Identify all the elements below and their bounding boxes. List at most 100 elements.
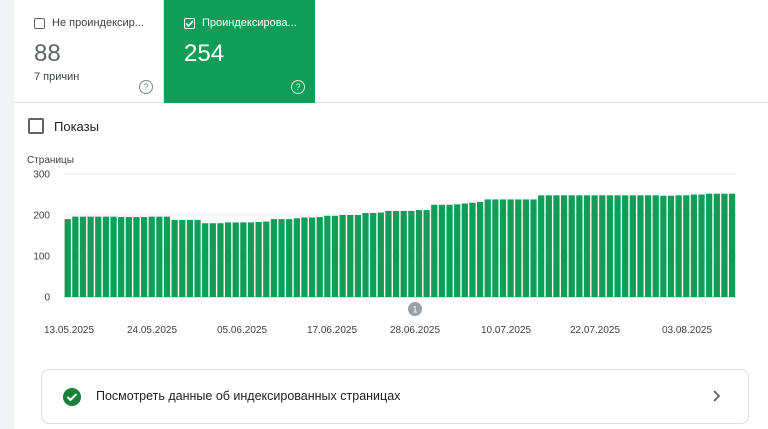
bar[interactable] (454, 204, 461, 297)
view-indexed-pages-link[interactable]: Посмотреть данные об индексированных стр… (41, 369, 749, 424)
bar[interactable] (568, 195, 575, 297)
annotation-marker[interactable]: 1 (408, 302, 422, 316)
bar[interactable] (446, 204, 453, 297)
bar[interactable] (438, 204, 446, 297)
bar[interactable] (408, 210, 415, 297)
bar[interactable] (72, 216, 79, 297)
bar[interactable] (125, 217, 132, 297)
bar[interactable] (652, 195, 659, 297)
bar[interactable] (79, 216, 87, 297)
bar[interactable] (316, 217, 323, 297)
bar[interactable] (202, 223, 209, 297)
bar[interactable] (675, 195, 682, 297)
bar[interactable] (507, 199, 514, 297)
bar[interactable] (293, 218, 300, 297)
bar[interactable] (606, 195, 614, 297)
bar[interactable] (209, 223, 216, 297)
bar[interactable] (140, 217, 148, 297)
bar[interactable] (286, 219, 293, 297)
bar[interactable] (354, 215, 362, 297)
bar[interactable] (683, 195, 690, 297)
help-icon[interactable]: ? (291, 80, 305, 94)
bar[interactable] (133, 217, 140, 297)
bar[interactable] (476, 201, 484, 297)
bar[interactable] (667, 195, 675, 297)
bar[interactable] (64, 219, 71, 297)
bar[interactable] (194, 219, 201, 297)
bar[interactable] (331, 215, 339, 297)
bar[interactable] (492, 199, 499, 297)
bar[interactable] (270, 219, 278, 297)
bar[interactable] (637, 195, 644, 297)
bar[interactable] (706, 193, 713, 297)
bar[interactable] (469, 202, 476, 297)
bar[interactable] (148, 216, 155, 297)
bar[interactable] (530, 199, 537, 297)
bar[interactable] (515, 199, 522, 297)
bar[interactable] (553, 195, 560, 297)
bar[interactable] (385, 210, 392, 297)
bar[interactable] (301, 217, 308, 297)
bar[interactable] (171, 219, 178, 297)
bar[interactable] (263, 221, 270, 297)
bar[interactable] (240, 222, 247, 297)
shows-checkbox[interactable] (28, 118, 44, 134)
bar[interactable] (247, 222, 255, 297)
bar[interactable] (415, 210, 423, 297)
bar[interactable] (347, 215, 354, 297)
bar[interactable] (538, 195, 545, 297)
bar[interactable] (431, 204, 438, 297)
not-indexed-tile[interactable]: Не проиндексир... 88 7 причин ? (14, 0, 164, 103)
bar[interactable] (377, 212, 384, 297)
bar[interactable] (339, 215, 346, 297)
bar[interactable] (721, 193, 728, 297)
not-indexed-checkbox[interactable] (34, 18, 45, 29)
bar[interactable] (461, 203, 468, 297)
bar[interactable] (499, 199, 507, 297)
bar[interactable] (186, 219, 194, 297)
help-icon[interactable]: ? (139, 80, 153, 94)
bar[interactable] (713, 193, 720, 297)
indexed-label: Проиндексирова... (202, 17, 297, 29)
bar[interactable] (545, 195, 552, 297)
bar[interactable] (423, 210, 430, 297)
bar[interactable] (614, 195, 621, 297)
bar[interactable] (362, 212, 369, 297)
bar[interactable] (217, 223, 224, 297)
indexed-tile[interactable]: Проиндексирова... 254 ? (164, 0, 315, 103)
bar[interactable] (728, 193, 736, 297)
bar[interactable] (110, 216, 117, 297)
bar[interactable] (255, 221, 262, 297)
bar[interactable] (118, 217, 125, 297)
indexed-checkbox[interactable] (184, 18, 195, 29)
bar[interactable] (156, 216, 163, 297)
bar[interactable] (232, 222, 239, 297)
bar[interactable] (698, 194, 705, 298)
bar[interactable] (629, 195, 636, 297)
bar[interactable] (690, 194, 698, 298)
bar[interactable] (522, 199, 530, 297)
bar[interactable] (583, 195, 591, 297)
bar[interactable] (560, 195, 568, 297)
bar[interactable] (644, 195, 652, 297)
bar[interactable] (179, 219, 186, 297)
bar[interactable] (370, 212, 377, 297)
bar[interactable] (87, 216, 94, 297)
bar[interactable] (400, 210, 407, 297)
shows-toggle[interactable]: Показы (28, 118, 99, 134)
bar[interactable] (660, 195, 667, 297)
bar[interactable] (622, 195, 629, 297)
bar[interactable] (278, 219, 285, 297)
bar[interactable] (599, 195, 606, 297)
bar[interactable] (95, 216, 102, 297)
bar[interactable] (324, 215, 331, 297)
bar[interactable] (392, 210, 400, 297)
bar[interactable] (102, 216, 110, 297)
shows-label: Показы (54, 118, 99, 134)
bar[interactable] (484, 199, 491, 297)
bar[interactable] (591, 195, 598, 297)
bar[interactable] (224, 222, 232, 297)
bar[interactable] (308, 217, 316, 297)
bar[interactable] (163, 216, 171, 297)
bar[interactable] (576, 195, 583, 297)
